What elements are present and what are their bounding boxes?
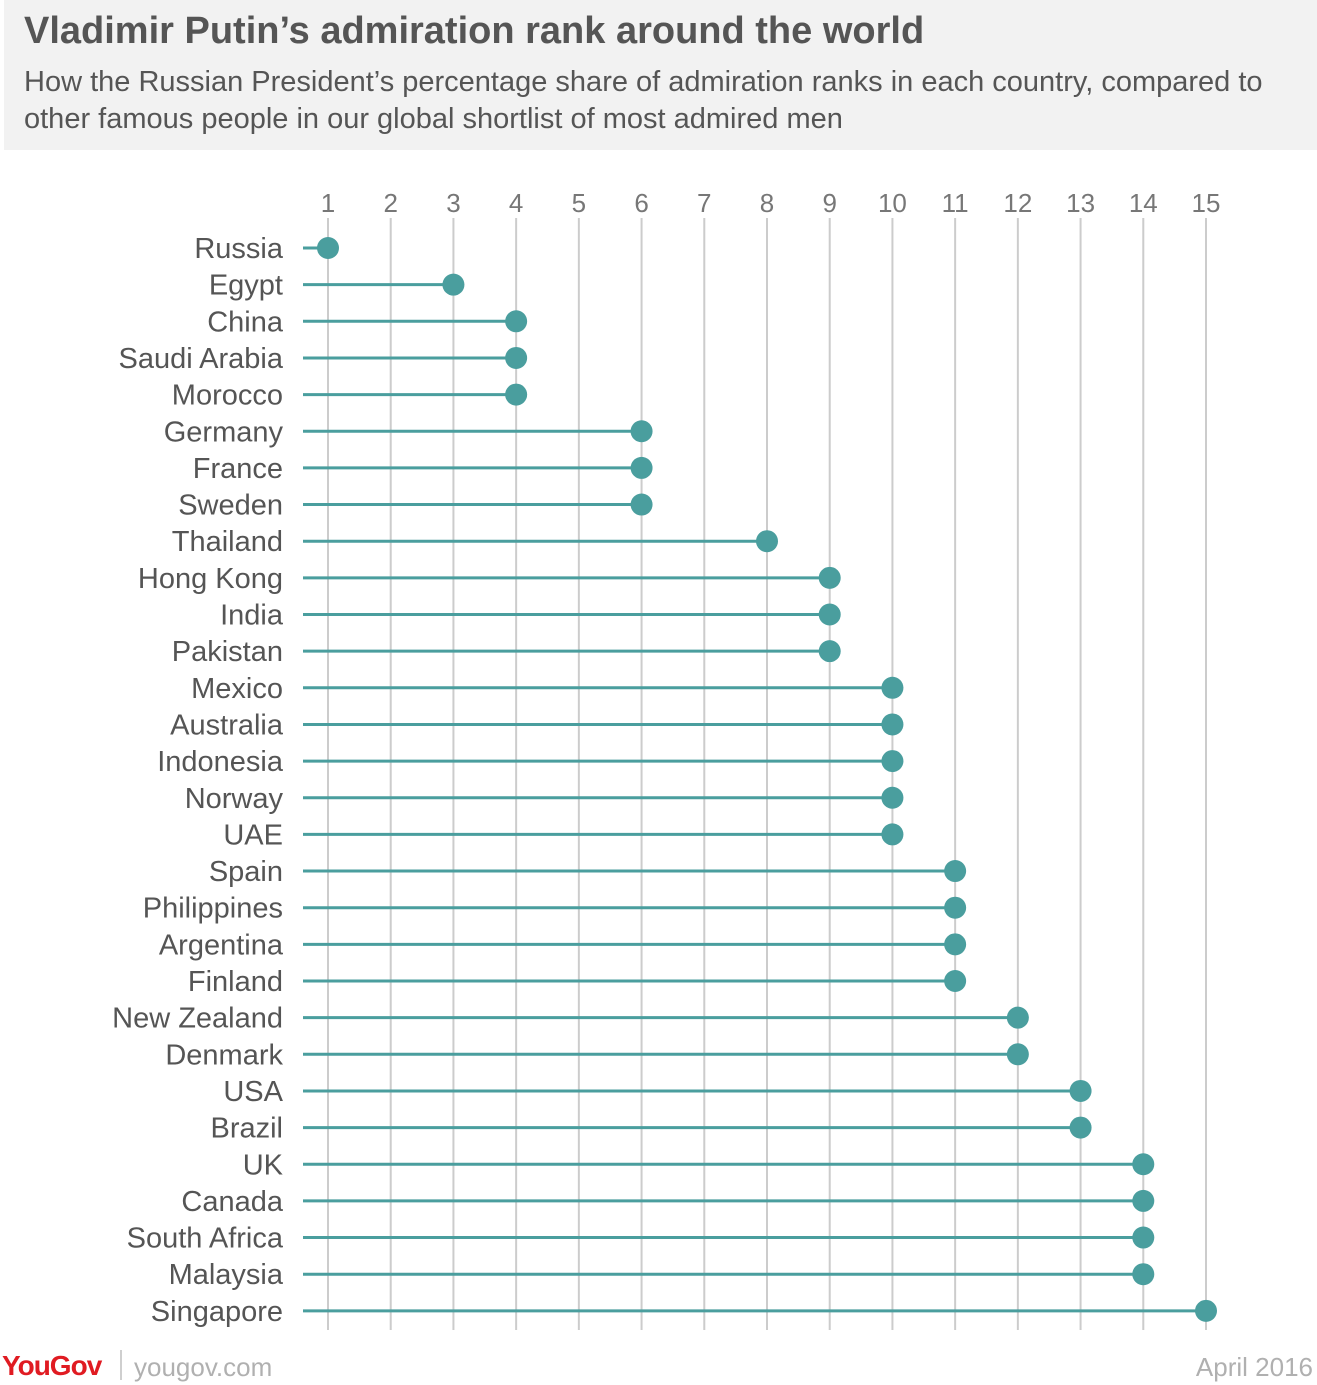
dot-spain xyxy=(944,860,967,883)
dot-china xyxy=(505,310,528,333)
country-label-south-africa: South Africa xyxy=(127,1223,284,1255)
country-label-russia: Russia xyxy=(194,233,284,265)
country-label-morocco: Morocco xyxy=(172,380,283,412)
country-label-hong-kong: Hong Kong xyxy=(138,563,283,595)
footer-date: April 2016 xyxy=(1195,1352,1313,1382)
x-tick-label-6: 6 xyxy=(634,188,648,218)
country-label-malaysia: Malaysia xyxy=(169,1259,284,1291)
country-label-sweden: Sweden xyxy=(178,490,283,522)
country-label-pakistan: Pakistan xyxy=(172,636,283,668)
x-tick-label-1: 1 xyxy=(321,188,335,218)
x-tick-label-14: 14 xyxy=(1129,188,1158,218)
footer-url[interactable]: yougov.com xyxy=(134,1352,273,1382)
dot-germany xyxy=(630,420,653,443)
yougov-logo: YouGov xyxy=(2,1350,102,1381)
country-label-singapore: Singapore xyxy=(151,1296,283,1328)
dot-russia xyxy=(317,237,339,259)
dot-india xyxy=(818,603,841,626)
x-tick-label-7: 7 xyxy=(697,188,711,218)
country-label-spain: Spain xyxy=(209,856,283,888)
dot-saudi-arabia xyxy=(505,346,528,369)
dot-malaysia xyxy=(1132,1263,1155,1286)
dot-morocco xyxy=(505,383,528,406)
dot-uae xyxy=(881,823,904,846)
dot-france xyxy=(630,456,653,479)
dot-usa xyxy=(1069,1079,1092,1102)
country-label-norway: Norway xyxy=(185,783,284,815)
country-label-australia: Australia xyxy=(170,709,284,741)
dot-uk xyxy=(1132,1153,1155,1176)
x-tick-label-4: 4 xyxy=(509,188,523,218)
lollipop-chart: 1 2 3 4 5 6 7 8 9 10 11 12 13 14 15RussiaEgyptChinaSau… xyxy=(112,188,1221,1330)
dot-egypt xyxy=(442,273,465,296)
dot-south-africa xyxy=(1132,1226,1155,1249)
dot-canada xyxy=(1132,1189,1155,1212)
country-label-finland: Finland xyxy=(188,966,283,998)
dot-australia xyxy=(881,713,904,736)
x-tick-label-5: 5 xyxy=(572,188,586,218)
dot-brazil xyxy=(1069,1116,1092,1139)
x-tick-label-15: 15 xyxy=(1192,188,1221,218)
dot-argentina xyxy=(944,933,967,956)
dot-pakistan xyxy=(818,640,841,663)
country-label-denmark: Denmark xyxy=(165,1039,283,1071)
dot-singapore xyxy=(1195,1299,1217,1322)
x-tick-label-8: 8 xyxy=(760,188,774,218)
country-label-france: France xyxy=(193,453,283,485)
dot-norway xyxy=(881,786,904,809)
header-banner xyxy=(4,0,1317,150)
x-tick-label-11: 11 xyxy=(942,188,969,218)
dot-hong-kong xyxy=(818,566,841,589)
x-tick-label-13: 13 xyxy=(1066,188,1095,218)
x-tick-label-12: 12 xyxy=(1003,188,1032,218)
country-label-saudi-arabia: Saudi Arabia xyxy=(119,343,284,375)
country-label-china: China xyxy=(207,306,284,338)
country-label-egypt: Egypt xyxy=(209,270,283,302)
country-label-brazil: Brazil xyxy=(210,1113,283,1145)
dot-new-zealand xyxy=(1006,1006,1029,1029)
country-label-mexico: Mexico xyxy=(191,673,283,705)
country-label-india: India xyxy=(220,600,284,632)
x-tick-label-2: 2 xyxy=(383,188,397,218)
dot-philippines xyxy=(944,896,967,919)
country-label-canada: Canada xyxy=(181,1186,283,1218)
country-label-philippines: Philippines xyxy=(143,893,283,925)
footer-divider xyxy=(120,1350,122,1380)
country-label-uae: UAE xyxy=(223,819,283,851)
x-tick-label-3: 3 xyxy=(446,188,460,218)
x-tick-label-10: 10 xyxy=(878,188,907,218)
country-label-thailand: Thailand xyxy=(172,526,283,558)
dot-denmark xyxy=(1006,1043,1029,1066)
dot-indonesia xyxy=(881,750,904,773)
chart-title: Vladimir Putin’s admiration rank around … xyxy=(24,10,925,52)
country-label-usa: USA xyxy=(223,1076,283,1108)
country-label-argentina: Argentina xyxy=(159,929,284,961)
dot-thailand xyxy=(756,530,778,553)
dot-sweden xyxy=(630,493,653,516)
dot-mexico xyxy=(881,676,904,699)
x-tick-label-9: 9 xyxy=(822,188,836,218)
country-label-uk: UK xyxy=(243,1149,284,1181)
country-label-new-zealand: New Zealand xyxy=(112,1003,283,1035)
country-label-germany: Germany xyxy=(164,416,284,448)
chart-subtitle: How the Russian President’s percentage s… xyxy=(24,66,1263,135)
dot-finland xyxy=(944,970,967,992)
country-label-indonesia: Indonesia xyxy=(157,746,284,778)
